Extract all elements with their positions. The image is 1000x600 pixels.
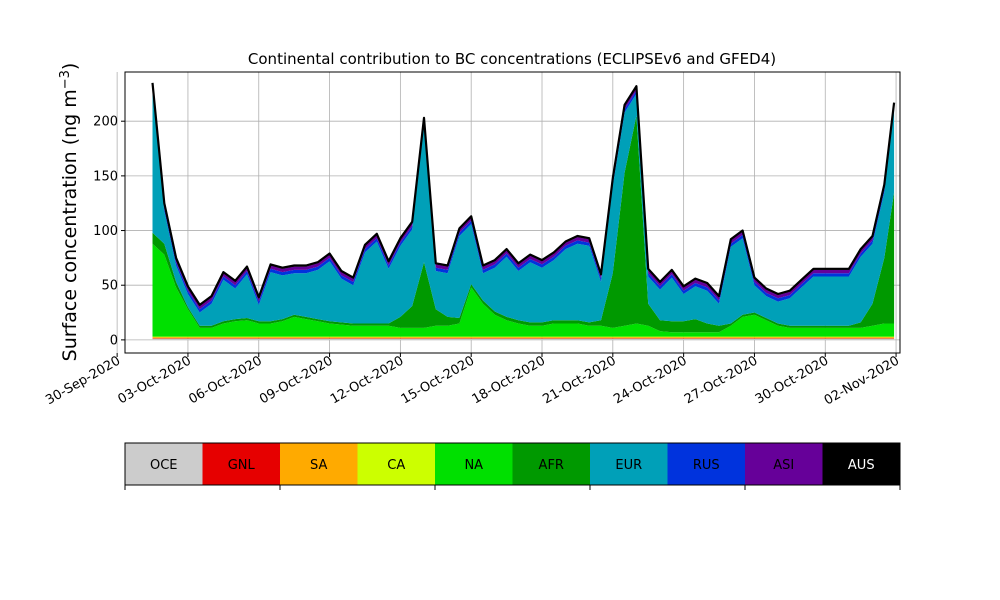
y-axis-label-main: Surface concentration (ng m: [59, 89, 81, 361]
legend-swatch-eur: [590, 443, 668, 485]
legend-swatch-rus: [667, 443, 746, 485]
area-oce: [152, 338, 895, 340]
area-gnl: [152, 338, 895, 339]
legend-label: ASI: [773, 458, 794, 473]
plot-frame: [124, 71, 901, 354]
legend-label: GNL: [228, 458, 256, 473]
legend-swatch-ca: [357, 443, 436, 485]
y-axis-label-close: ): [59, 63, 81, 70]
y-tick-label: 100: [93, 224, 118, 239]
legend-label: NA: [464, 458, 483, 473]
y-tick-label: 200: [93, 115, 118, 130]
x-tick-label: 06-Oct-2020: [186, 353, 264, 407]
x-tick-label: 18-Oct-2020: [470, 353, 548, 407]
legend-swatch-oce: [125, 443, 203, 485]
legend-label: RUS: [693, 458, 720, 473]
x-tick-label: 21-Oct-2020: [540, 353, 618, 407]
legend-label: AUS: [848, 458, 875, 473]
y-tick-label: 0: [110, 333, 118, 348]
legend-swatch-na: [435, 443, 513, 485]
legend-frame: [124, 442, 901, 486]
area-ca: [152, 336, 895, 338]
x-tick-label: 09-Oct-2020: [257, 353, 335, 407]
x-tick-label: 03-Oct-2020: [116, 353, 194, 407]
legend-swatch-gnl: [202, 443, 281, 485]
x-tick-label: 30-Sep-2020: [43, 353, 123, 408]
legend: OCE GNL SA CA NA AFR EUR RUS ASI AUS: [124, 442, 901, 490]
total-line: [151, 82, 896, 306]
x-tick-label: 02-Nov-2020: [822, 353, 902, 408]
y-tick-label: 150: [93, 169, 118, 184]
legend-label: CA: [387, 458, 405, 473]
legend-label: EUR: [615, 458, 642, 473]
area-na: [152, 243, 895, 337]
chart-title: Continental contribution to BC concentra…: [248, 50, 776, 68]
legend-swatch-aus: [822, 443, 901, 485]
legend-swatch-asi: [745, 443, 823, 485]
legend-label: OCE: [150, 458, 178, 473]
area-eur: [152, 90, 895, 326]
x-tick-label: 24-Oct-2020: [611, 353, 689, 407]
x-tick-label: 30-Oct-2020: [753, 353, 831, 407]
legend-label: AFR: [539, 458, 564, 473]
x-tick-label: 15-Oct-2020: [399, 353, 477, 407]
legend-label: SA: [310, 458, 327, 473]
legend-swatch-afr: [512, 443, 591, 485]
area-sa: [152, 337, 895, 339]
y-axis-label: Surface concentration (ng m−3): [58, 63, 82, 362]
stacked-areas: [152, 82, 895, 340]
y-tick-label: 50: [101, 279, 118, 294]
x-tick-label: 12-Oct-2020: [328, 353, 406, 407]
x-tick-label: 27-Oct-2020: [682, 353, 760, 407]
legend-swatch-sa: [280, 443, 358, 485]
y-axis-label-exponent: −3: [58, 70, 73, 89]
